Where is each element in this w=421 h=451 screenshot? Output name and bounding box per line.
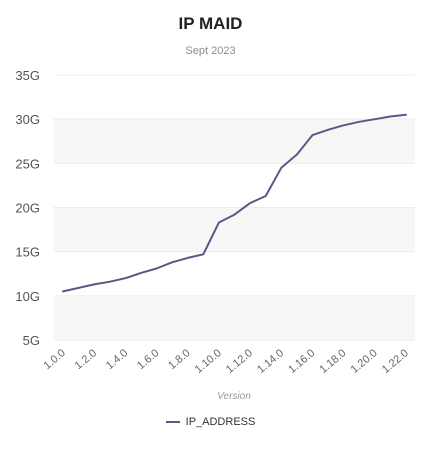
legend-label: IP_ADDRESS	[185, 416, 256, 428]
legend[interactable]: IP_ADDRESS	[0, 416, 421, 428]
y-tick-label: 15G	[15, 245, 40, 260]
plot-band	[54, 295, 415, 340]
x-tick-label: 1.2.0	[73, 347, 99, 372]
x-tick-label: 1.10.0	[193, 347, 224, 376]
y-tick-label: 25G	[15, 156, 40, 171]
x-axis: 1.0.0 1.2.0 1.4.0 1.6.0 1.8.0 1.10.0 1.12.0 1.1…	[41, 347, 410, 376]
plot-band	[54, 75, 415, 120]
x-tick-label: 1.8.0	[166, 347, 192, 372]
plot-band	[54, 163, 415, 208]
x-tick-label: 1.20.0	[349, 347, 380, 376]
y-tick-label: 5G	[23, 333, 40, 348]
x-tick-label: 1.12.0	[224, 347, 255, 376]
y-tick-label: 10G	[15, 289, 40, 304]
legend-line-swatch	[165, 421, 180, 423]
y-tick-label: 35G	[15, 68, 40, 83]
plot-bands	[54, 75, 415, 340]
x-tick-label: 1.22.0	[380, 347, 411, 376]
y-tick-label: 20G	[15, 201, 40, 216]
x-tick-label: 1.6.0	[135, 347, 161, 372]
gridlines	[54, 74, 415, 341]
x-tick-label: 1.18.0	[317, 347, 348, 376]
x-tick-label: 1.16.0	[286, 347, 317, 376]
x-tick-label: 1.14.0	[255, 347, 286, 376]
plot-band	[54, 119, 415, 164]
plot-band	[54, 251, 415, 296]
chart-subtitle: Sept 2023	[185, 45, 236, 57]
y-tick-label: 30G	[15, 112, 40, 127]
chart-title: IP MAID	[178, 14, 243, 33]
series-layer	[62, 113, 407, 293]
series-line-ip-address	[62, 113, 407, 293]
y-axis: 5G 10G 15G 20G 25G 30G 35G	[15, 68, 40, 348]
x-tick-label: 1.4.0	[104, 347, 130, 372]
x-tick-label: 1.0.0	[41, 347, 67, 372]
x-axis-title: Version	[217, 391, 251, 402]
